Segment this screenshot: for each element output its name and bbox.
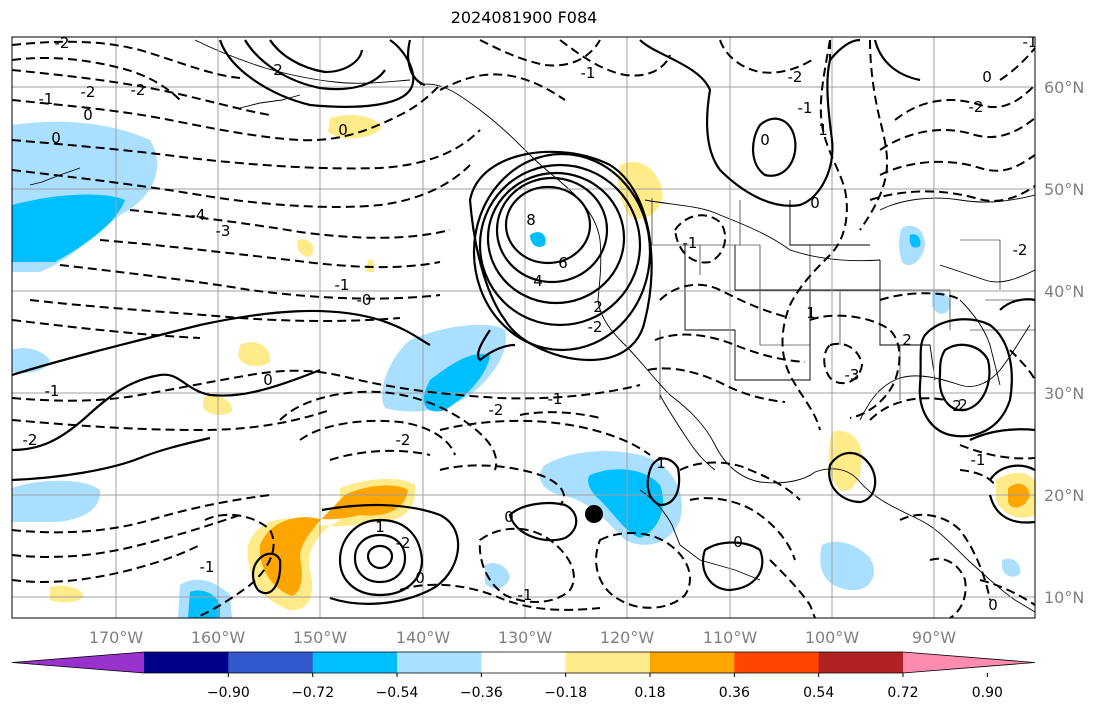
colorbar-segment: [144, 652, 229, 673]
contour-label: 2: [958, 396, 968, 414]
colorbar-extend-min: [12, 652, 144, 673]
lat-tick-label: 50°N: [1044, 180, 1084, 199]
lon-tick-label: 90°W: [912, 628, 956, 647]
map-frame: [11, 36, 1036, 619]
contour-label: -1: [39, 90, 54, 108]
contour-label: 2: [952, 397, 962, 415]
lon-tick-label: 160°W: [191, 628, 246, 647]
colorbar-segment: [734, 652, 820, 673]
contour-label: 2: [902, 331, 912, 349]
contour-label: -1: [200, 558, 215, 576]
map-title: 2024081900 F084: [450, 8, 598, 27]
colorbar-tick-label: 0.36: [719, 685, 750, 701]
lat-tick-label: 30°N: [1044, 384, 1084, 403]
contour-label: -1: [518, 586, 533, 604]
colorbar: −0.90 −0.72 −0.54 −0.36 −0.18 0.18 0.36 0.54 0.7…: [11, 651, 1036, 701]
contour-label: -1: [1023, 33, 1038, 51]
colorbar-tick-label: 0.54: [803, 685, 834, 701]
contour-label: 2: [273, 61, 283, 79]
longitude-axis: 170°W 160°W 150°W 140°W 130°W 120°W 110°…: [89, 628, 956, 647]
lon-tick-label: 110°W: [703, 628, 758, 647]
lon-tick-label: 140°W: [396, 628, 451, 647]
colorbar-segment: [565, 652, 651, 673]
contour-label: -1: [335, 276, 350, 294]
colorbar-extend-max: [903, 652, 1035, 673]
colorbar-tick-label: 0.72: [887, 685, 918, 701]
lon-tick-label: 120°W: [600, 628, 655, 647]
contour-label: -2: [131, 81, 146, 99]
colorbar-segment: [312, 652, 398, 673]
contour-label: -2: [55, 34, 70, 52]
lon-tick-label: 100°W: [805, 628, 860, 647]
contour-label: 1: [818, 121, 828, 139]
contour-label: 1: [375, 518, 385, 536]
contour-label: -3: [216, 222, 231, 240]
contour-label: -2: [489, 401, 504, 419]
solid-contours: [12, 38, 1035, 605]
dashed-contours: [12, 39, 1035, 618]
contour-label: 0: [504, 508, 514, 526]
contour-label: -1: [548, 390, 563, 408]
contour-label: -1: [683, 234, 698, 252]
contour-label: 1: [806, 304, 816, 322]
colorbar-tick-label: −0.54: [376, 685, 419, 701]
colorbar-tick-label: −0.36: [460, 685, 503, 701]
contour-labels: -2 -1 -2 -2 0 0 2 0 -4 -3 -1 -0 0 -1 -2 …: [23, 33, 1038, 614]
contour-label: 0: [988, 596, 998, 614]
colorbar-segment: [818, 652, 904, 673]
colorbar-tick-label: −0.90: [207, 685, 250, 701]
colorbar-tick-label: 0.90: [972, 685, 1003, 701]
contour-label: -2: [969, 98, 984, 116]
lat-tick-label: 20°N: [1044, 486, 1084, 505]
lon-tick-label: 150°W: [293, 628, 348, 647]
lon-tick-label: 130°W: [498, 628, 553, 647]
latitude-axis: 60°N 50°N 40°N 30°N 20°N 10°N: [1044, 78, 1084, 607]
contour-label: 0: [338, 121, 348, 139]
contour-label: -3: [845, 366, 860, 384]
contour-label: -4: [191, 206, 206, 224]
contour-label: -2: [588, 318, 603, 336]
contour-label: 0: [982, 68, 992, 86]
colorbar-segment: [481, 652, 567, 673]
lat-tick-label: 10°N: [1044, 588, 1084, 607]
lat-tick-label: 60°N: [1044, 78, 1084, 97]
state-borders: [651, 198, 1035, 400]
contour-label: 0: [263, 371, 273, 389]
contour-label: -1: [971, 451, 986, 469]
colorbar-segment: [397, 652, 482, 673]
contour-label: 2: [593, 298, 603, 316]
anomaly-shading: [12, 115, 1035, 618]
contour-label: 0: [51, 129, 61, 147]
contour-label: -1: [581, 64, 596, 82]
contour-label: 1: [656, 454, 666, 472]
contour-label: 4: [533, 272, 543, 290]
contour-label: -2: [396, 534, 411, 552]
colorbar-tick-label: 0.18: [634, 685, 665, 701]
map-background: [12, 37, 1035, 618]
contour-label: -0: [357, 291, 372, 309]
colorbar-outline: [11, 651, 1036, 674]
contour-label: 8: [526, 211, 536, 229]
lat-tick-label: 40°N: [1044, 282, 1084, 301]
contour-label: 0: [415, 569, 425, 587]
colorbar-segment: [650, 652, 735, 673]
contour-label: -2: [396, 431, 411, 449]
contour-label: 0: [733, 533, 743, 551]
contour-label: -1: [798, 99, 813, 117]
contour-label: 0: [760, 131, 770, 149]
contour-label: 0: [83, 106, 93, 124]
colorbar-segment: [228, 652, 314, 673]
contour-label: -2: [23, 431, 38, 449]
colorbar-tick-label: −0.18: [544, 685, 587, 701]
lon-tick-label: 170°W: [89, 628, 144, 647]
contour-label: 6: [558, 254, 568, 272]
contour-label: -2: [81, 83, 96, 101]
contour-label: -2: [788, 68, 803, 86]
storm-center-marker: [585, 505, 603, 523]
contour-label: -2: [1013, 241, 1028, 259]
contour-label: -1: [45, 382, 60, 400]
colorbar-tick-label: −0.72: [291, 685, 334, 701]
contour-label: 0: [810, 194, 820, 212]
